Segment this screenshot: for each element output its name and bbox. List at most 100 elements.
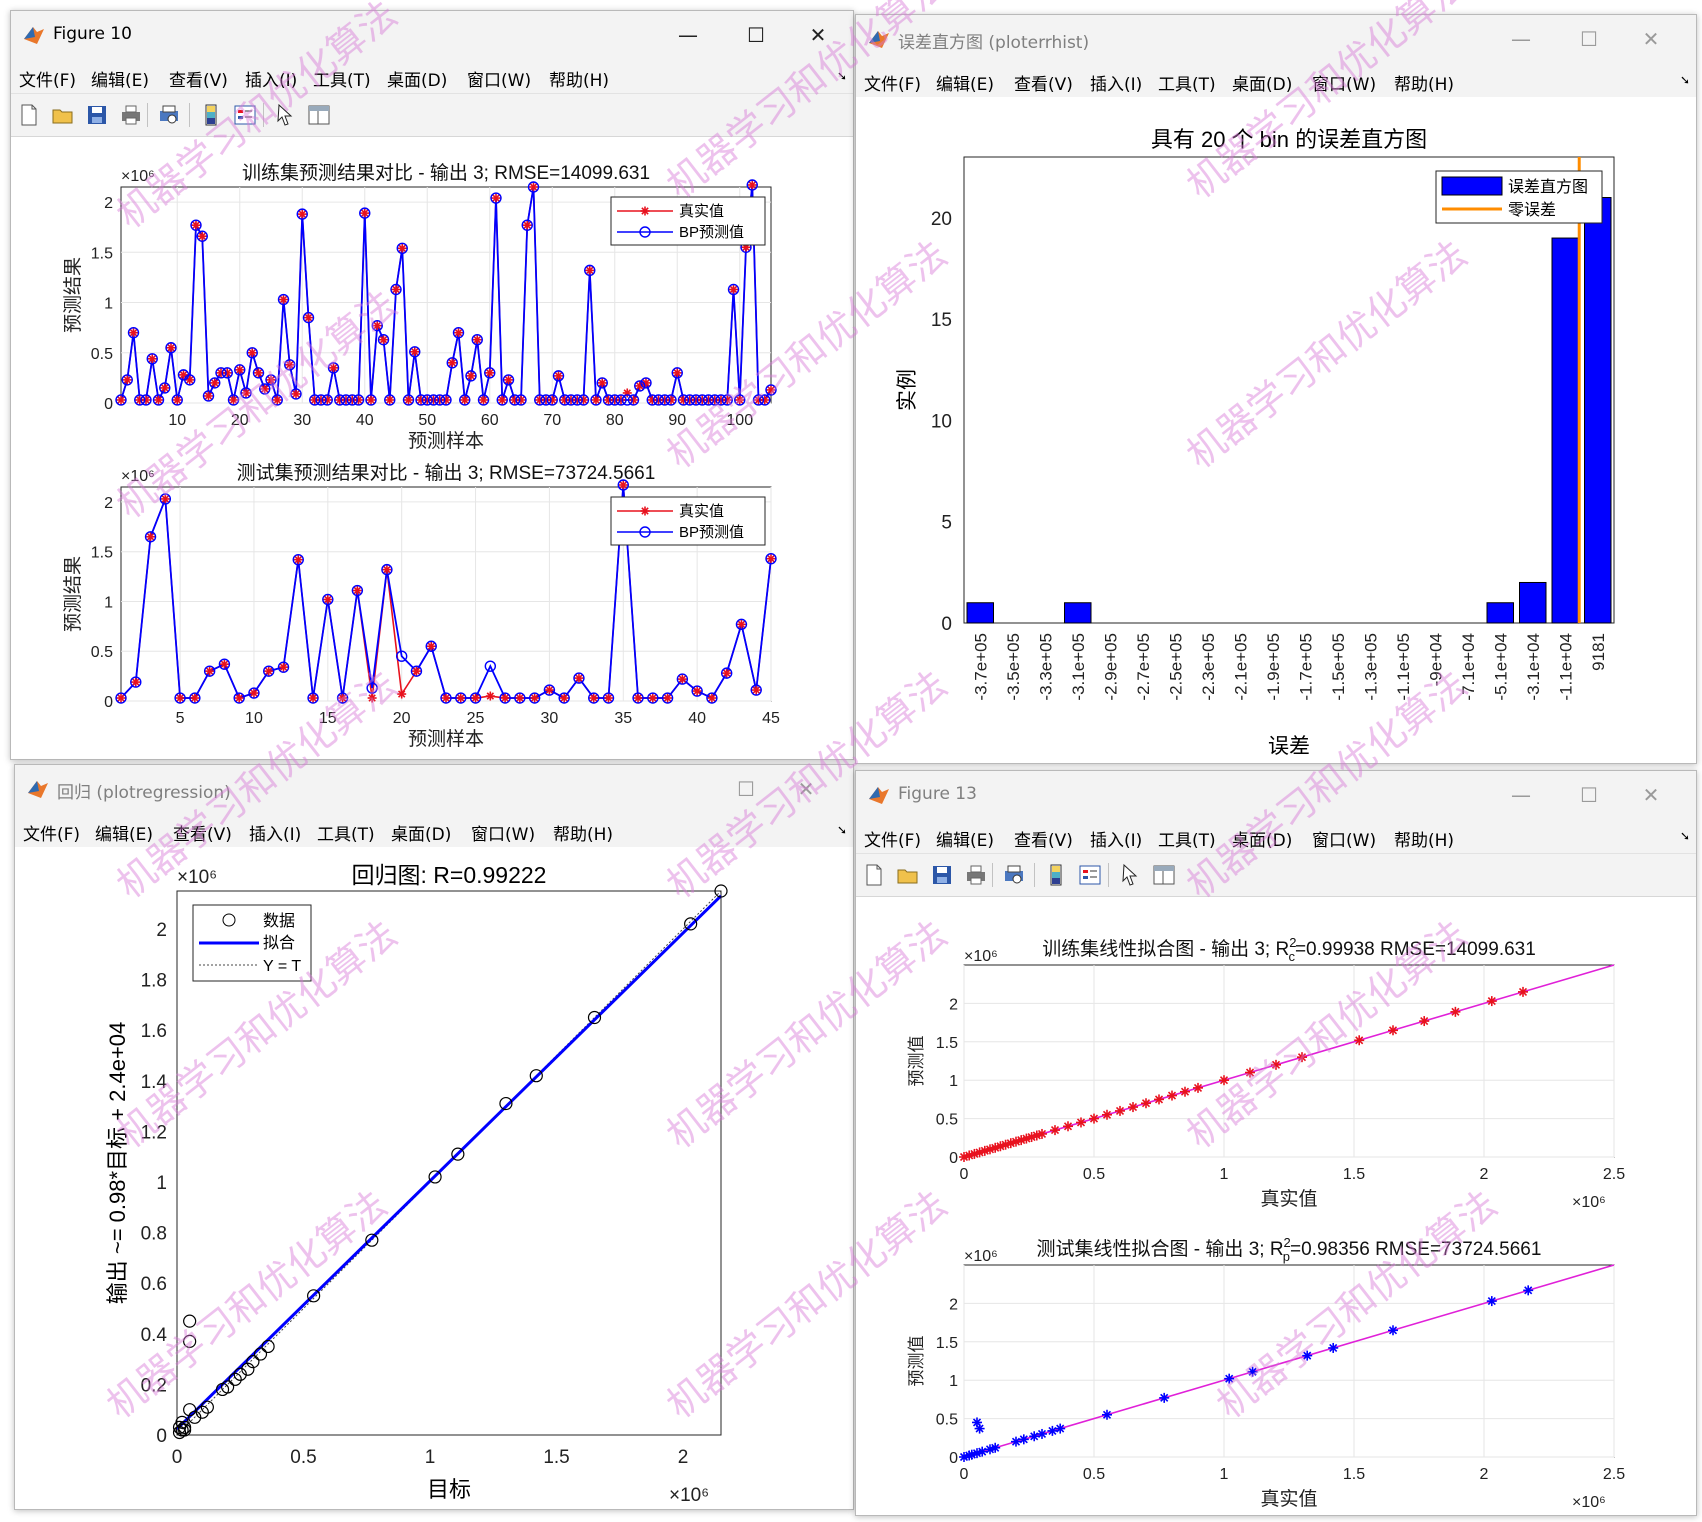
bp-point (446, 357, 458, 369)
maximize-button[interactable]: ☐ (1580, 27, 1598, 51)
true-point (559, 693, 569, 703)
pointer-icon[interactable] (273, 103, 297, 127)
menu-item-7[interactable]: 帮助(H) (549, 71, 610, 91)
menu-item-6[interactable]: 窗口(W) (467, 71, 532, 91)
legend-icon[interactable] (233, 103, 257, 127)
bp-point (499, 692, 511, 704)
menu-item-1[interactable]: 编辑(E) (91, 71, 150, 91)
menu-item-5[interactable]: 桌面(D) (387, 71, 448, 91)
close-button[interactable]: ✕ (797, 777, 815, 801)
regr-ylabel: 输出 ~= 0.98*目标 + 2.4e+04 (105, 1022, 130, 1305)
y-tick-label: 1.5 (936, 1335, 958, 1352)
train-xlabel: 预测样本 (408, 430, 484, 452)
menu-item-0[interactable]: 文件(F) (864, 75, 922, 95)
menu-item-3[interactable]: 插入(I) (249, 825, 302, 845)
colorbar-icon[interactable] (199, 103, 223, 127)
menu-item-4[interactable]: 工具(T) (313, 71, 371, 91)
menu-item-0[interactable]: 文件(F) (19, 71, 77, 91)
menu-item-3[interactable]: 插入(I) (1090, 831, 1143, 851)
menu-item-2[interactable]: 查看(V) (169, 71, 228, 91)
maximize-button[interactable]: ☐ (737, 777, 755, 801)
property-inspector-icon[interactable] (307, 103, 331, 127)
legend-zero-label: 零误差 (1508, 201, 1556, 219)
bp-point (309, 394, 321, 406)
property-inspector-icon[interactable] (1152, 863, 1176, 887)
maximize-button[interactable]: ☐ (747, 23, 765, 47)
bp-point (146, 353, 158, 365)
true-point (633, 693, 643, 703)
print-icon[interactable] (964, 863, 988, 887)
bp-point (684, 394, 696, 406)
true-point (116, 693, 126, 703)
x-tick-label: -7.1e+04 (1459, 633, 1478, 701)
menu-item-1[interactable]: 编辑(E) (936, 75, 995, 95)
pointer-icon[interactable] (1118, 863, 1142, 887)
bp-point (621, 394, 633, 406)
menu-item-7[interactable]: 帮助(H) (1394, 75, 1455, 95)
menu-item-7[interactable]: 帮助(H) (1394, 831, 1455, 851)
menu-item-0[interactable]: 文件(F) (864, 831, 922, 851)
menu-item-6[interactable]: 窗口(W) (1312, 831, 1377, 851)
true-point (172, 395, 182, 405)
menu-item-0[interactable]: 文件(F) (23, 825, 81, 845)
menu-item-2[interactable]: 查看(V) (1014, 831, 1073, 851)
minimize-button[interactable]: — (1511, 783, 1531, 807)
open-folder-icon[interactable] (51, 103, 75, 127)
menu-item-5[interactable]: 桌面(D) (391, 825, 452, 845)
close-button[interactable]: ✕ (809, 23, 827, 47)
menu-item-3[interactable]: 插入(I) (245, 71, 298, 91)
menu-item-5[interactable]: 桌面(D) (1232, 75, 1293, 95)
bp-point (302, 311, 315, 324)
minimize-button[interactable]: — (678, 23, 698, 47)
x-tick-label: 0 (960, 1166, 969, 1183)
print-icon[interactable] (119, 103, 143, 127)
menu-item-2[interactable]: 查看(V) (173, 825, 232, 845)
save-icon[interactable] (930, 863, 954, 887)
true-point (589, 693, 599, 703)
menu-dock-arrow-icon[interactable]: ➘ (1679, 73, 1690, 87)
data-point (684, 917, 698, 931)
bp-point (365, 394, 377, 406)
bp-point (377, 334, 390, 346)
menu-item-6[interactable]: 窗口(W) (471, 825, 536, 845)
print-preview-icon[interactable] (1002, 863, 1026, 887)
menu-item-4[interactable]: 工具(T) (1158, 75, 1216, 95)
data-point (1523, 1285, 1534, 1296)
toolbar (856, 853, 1696, 897)
menu-dock-arrow-icon[interactable]: ➘ (1679, 829, 1690, 843)
x-tick-label: 10 (168, 412, 186, 429)
menu-item-2[interactable]: 查看(V) (1014, 75, 1073, 95)
new-file-icon[interactable] (862, 863, 886, 887)
menu-item-6[interactable]: 窗口(W) (1312, 75, 1377, 95)
menu-item-3[interactable]: 插入(I) (1090, 75, 1143, 95)
save-icon[interactable] (85, 103, 109, 127)
data-point (365, 1233, 379, 1247)
close-button[interactable]: ✕ (1642, 783, 1660, 807)
bp-point (659, 394, 671, 406)
bp-point (720, 667, 733, 679)
print-preview-icon[interactable] (157, 103, 181, 127)
legend-icon[interactable] (1078, 863, 1102, 887)
menu-item-7[interactable]: 帮助(H) (553, 825, 614, 845)
colorbar-icon[interactable] (1044, 863, 1068, 887)
menu-dock-arrow-icon[interactable]: ➘ (836, 69, 847, 83)
true-point (722, 668, 732, 678)
menu-item-1[interactable]: 编辑(E) (936, 831, 995, 851)
minimize-button[interactable]: — (1511, 27, 1531, 51)
new-file-icon[interactable] (17, 103, 41, 127)
menu-item-4[interactable]: 工具(T) (317, 825, 375, 845)
maximize-button[interactable]: ☐ (1580, 783, 1598, 807)
menu-item-1[interactable]: 编辑(E) (95, 825, 154, 845)
close-button[interactable]: ✕ (1642, 27, 1660, 51)
open-folder-icon[interactable] (896, 863, 920, 887)
data-point (183, 1314, 197, 1328)
x-tick-label: -3.1e+04 (1524, 633, 1543, 701)
menu-item-4[interactable]: 工具(T) (1158, 831, 1216, 851)
y-tick-label: 1 (156, 1173, 167, 1194)
data-point (1302, 1350, 1313, 1361)
menu-item-5[interactable]: 桌面(D) (1232, 831, 1293, 851)
true-point (500, 693, 510, 703)
true-point (241, 388, 251, 398)
menu-dock-arrow-icon[interactable]: ➘ (836, 823, 847, 837)
bp-point (352, 394, 365, 406)
